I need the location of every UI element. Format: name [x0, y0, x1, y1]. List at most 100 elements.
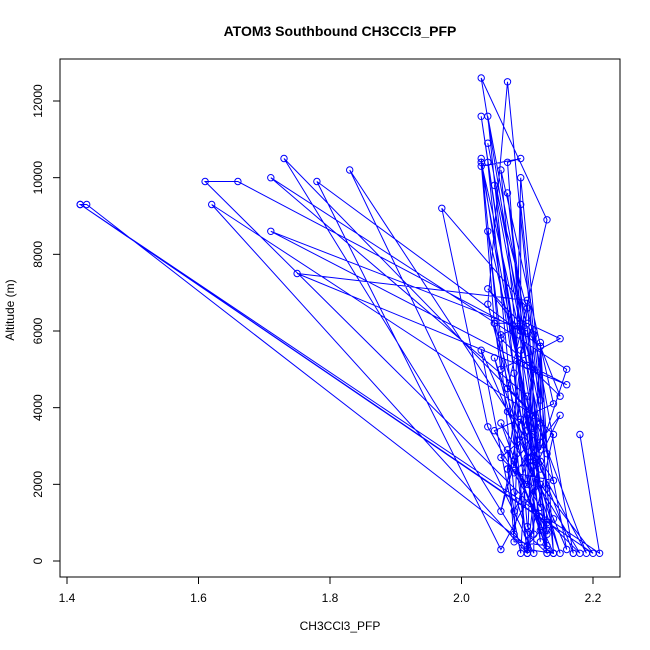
data-point [517, 415, 525, 423]
data-point [536, 503, 545, 511]
data-point [523, 453, 531, 462]
y-tick-label: 12000 [31, 84, 45, 118]
data-point [490, 427, 499, 435]
data-point [523, 392, 531, 400]
data-point [536, 342, 545, 350]
data-point [530, 430, 538, 439]
y-tick-label: 0 [31, 557, 45, 564]
data-point [503, 407, 512, 416]
data-point [313, 177, 321, 186]
data-point [497, 453, 505, 462]
data-point [569, 549, 577, 557]
series-line [78, 77, 601, 555]
y-tick-label: 8000 [31, 241, 45, 268]
data-point [530, 331, 538, 339]
data-point [530, 327, 538, 335]
data-point [563, 545, 571, 554]
data-point [543, 484, 551, 492]
x-tick-label: 1.8 [322, 591, 339, 605]
data-point [503, 446, 512, 454]
data-point [208, 200, 216, 209]
data-point [510, 369, 518, 377]
data-point [484, 139, 492, 147]
data-point [536, 480, 545, 488]
data-point [530, 365, 538, 373]
data-point [549, 400, 558, 408]
data-point [497, 335, 505, 343]
data-point [497, 331, 505, 339]
data-point [523, 361, 531, 370]
data-point [523, 542, 531, 550]
data-point [523, 522, 531, 531]
data-point [523, 545, 531, 554]
data-point [497, 166, 505, 174]
data-point [267, 227, 275, 236]
y-axis-label: Altitude (m) [3, 279, 17, 340]
data-point [484, 423, 492, 431]
data-point [503, 189, 512, 197]
data-point [484, 300, 492, 308]
data-point [490, 354, 499, 362]
data-point [503, 78, 512, 86]
data-point [523, 442, 531, 450]
data-point [484, 112, 492, 121]
data-point [523, 319, 531, 327]
data-point [497, 545, 505, 554]
data-point [510, 488, 518, 496]
data-point [267, 174, 275, 182]
data-point [530, 549, 538, 557]
data-point [543, 545, 551, 554]
chart-title: ATOM3 Southbound CH3CCl3_PFP [224, 23, 457, 39]
data-point [510, 530, 518, 538]
data-point [536, 338, 545, 347]
data-point [563, 365, 571, 373]
data-point [293, 269, 301, 278]
x-axis: 1.4 1.6 1.8 2.0 2.2 [59, 576, 602, 605]
y-tick-label: 2000 [31, 471, 45, 498]
data-point [477, 74, 485, 82]
data-point [530, 530, 538, 538]
data-point [234, 177, 242, 186]
data-point [549, 430, 558, 439]
data-point [530, 461, 538, 469]
data-point [536, 538, 545, 546]
data-point [503, 465, 512, 473]
data-point [543, 526, 551, 534]
data-point [530, 457, 538, 465]
data-point [543, 450, 551, 458]
data-point [517, 154, 525, 163]
data-point [497, 507, 505, 515]
data-point [490, 319, 499, 327]
x-tick-label: 1.4 [59, 591, 76, 605]
data-point [201, 177, 209, 186]
data-point [543, 216, 551, 224]
y-axis: 0 2000 4000 6000 8000 10000 12000 [31, 84, 61, 564]
data-point [556, 335, 564, 343]
data-point [536, 396, 545, 404]
data-point [523, 304, 531, 312]
data-point [549, 515, 558, 523]
x-tick-label: 2.2 [585, 591, 602, 605]
data-point [484, 285, 492, 293]
series-lines [78, 77, 601, 555]
y-tick-label: 6000 [31, 317, 45, 344]
data-point [503, 158, 512, 167]
data-point [543, 519, 551, 527]
data-point [536, 419, 545, 427]
data-point [536, 438, 545, 446]
data-point [280, 154, 288, 163]
data-point [536, 465, 545, 473]
data-point [503, 384, 512, 393]
y-tick-label: 10000 [31, 161, 45, 195]
data-point [530, 446, 538, 454]
x-tick-label: 1.6 [190, 591, 207, 605]
data-point [477, 158, 485, 167]
x-axis-label: CH3CCl3_PFP [300, 619, 381, 633]
data-point [582, 549, 591, 557]
data-point [556, 411, 564, 419]
data-point [510, 507, 518, 515]
data-point [517, 327, 525, 335]
data-point [576, 430, 584, 439]
data-point [510, 538, 518, 546]
data-point [438, 204, 446, 213]
